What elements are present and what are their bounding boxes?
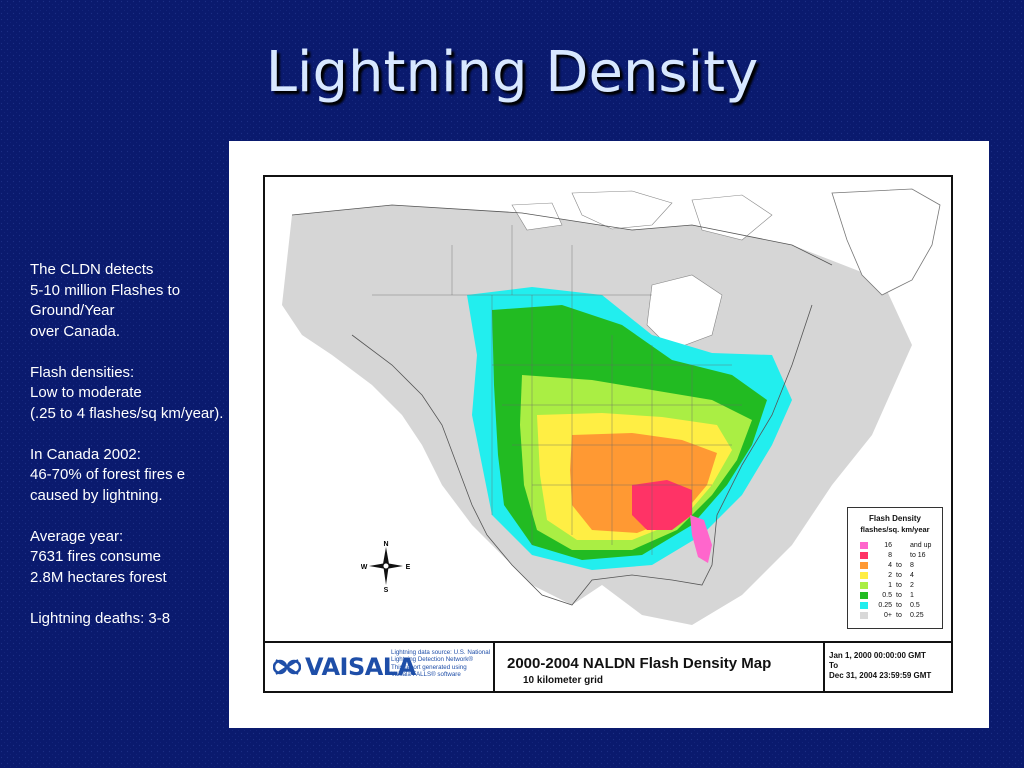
body-paragraph-deaths: Lightning deaths: 3-8 — [30, 609, 171, 627]
political-boundaries — [372, 225, 742, 555]
legend-to: to — [896, 572, 902, 579]
legend-high: and up — [910, 542, 932, 549]
legend-low: 8 — [888, 552, 892, 559]
legend-to: to — [896, 612, 902, 619]
map-date-range: Jan 1, 2000 00:00:00 GMT To Dec 31, 2004… — [829, 651, 931, 681]
legend-low: 0.5 — [882, 592, 892, 599]
legend-row: 4 to 8 — [860, 562, 940, 571]
legend-row: 0.25 to 0.5 — [860, 602, 940, 611]
legend-high: 2 — [910, 582, 914, 589]
legend-high: 8 — [910, 562, 914, 569]
coastline-outline — [291, 204, 833, 606]
legend-to: to — [896, 592, 902, 599]
map-footer: VAISALA Lightning data source: U.S. Nati… — [265, 641, 951, 691]
body-paragraph-cldn: The CLDN detects 5-10 million Flashes to… — [30, 261, 181, 340]
legend-low: 2 — [888, 572, 892, 579]
map-frame: Flash Density flashes/sq. km/year 16 and… — [263, 175, 953, 693]
hudson-bay-outline — [646, 274, 723, 351]
legend-high: to 16 — [910, 552, 926, 559]
vaisala-logo-icon — [273, 659, 301, 675]
legend-low: 1 — [888, 582, 892, 589]
legend-low: 16 — [884, 542, 892, 549]
florida-high-density — [690, 515, 712, 563]
vaisala-brand-text: VAISALA — [305, 653, 416, 681]
legend-high: 1 — [910, 592, 914, 599]
legend-swatch — [860, 562, 868, 569]
source-line: This report generated using — [391, 663, 467, 671]
compass-s: S — [384, 587, 389, 593]
legend-to: to — [896, 582, 902, 589]
legend-swatch — [860, 592, 868, 599]
body-paragraph-average-year: Average year: 7631 fires consume 2.8M he… — [30, 527, 167, 586]
source-line: Lightning data source: U.S. National — [391, 649, 491, 656]
legend-high: 4 — [910, 572, 914, 579]
body-paragraph-forest-fires: In Canada 2002: 46-70% of forest fires e… — [30, 445, 186, 504]
body-paragraph-densities: Flash densities: Low to moderate (.25 to… — [30, 363, 224, 422]
legend-title: Flash Density — [868, 514, 921, 523]
legend-row: 8 to 16 — [860, 552, 940, 561]
legend-swatch — [860, 572, 868, 579]
vaisala-logo-block: VAISALA Lightning data source: U.S. Nati… — [265, 643, 495, 691]
flash-density-legend: Flash Density flashes/sq. km/year 16 and… — [847, 507, 943, 629]
legend-high: 0.5 — [910, 602, 920, 609]
legend-high: 0.25 — [910, 612, 924, 619]
legend-low: 4 — [888, 562, 892, 569]
map-title: 2000-2004 NALDN Flash Density Map — [507, 655, 772, 672]
compass-rose-icon: N S E W — [361, 541, 411, 593]
legend-swatch — [860, 602, 868, 609]
source-line: Vaisala FALLS® software — [391, 671, 461, 679]
data-source-note: Lightning data source: U.S. National Lig… — [391, 649, 495, 679]
legend-subtitle: flashes/sq. km/year — [860, 525, 930, 534]
legend-row: 2 to 4 — [860, 572, 940, 581]
legend-low: 0+ — [884, 612, 892, 619]
slide-body-text: The CLDN detects 5-10 million Flashes to… — [30, 260, 226, 650]
map-subtitle: 10 kilometer grid — [523, 675, 604, 686]
date-start: Jan 1, 2000 00:00:00 GMT — [829, 651, 926, 660]
legend-to: to — [896, 562, 902, 569]
legend-row: 0.5 to 1 — [860, 592, 940, 601]
compass-e: E — [406, 564, 411, 571]
legend-row: 1 to 2 — [860, 582, 940, 591]
compass-n: N — [383, 541, 388, 548]
red-density-band — [632, 480, 692, 530]
legend-swatch — [860, 582, 868, 589]
legend-swatch — [860, 552, 868, 559]
legend-low: 0.25 — [878, 602, 892, 609]
north-america-flash-density-map — [272, 185, 944, 635]
date-end: Dec 31, 2004 23:59:59 GMT — [829, 671, 932, 680]
source-line: Lightning Detection Network® — [391, 656, 473, 664]
legend-row: 0+ to 0.25 — [860, 612, 940, 621]
map-title-block: 2000-2004 NALDN Flash Density Map 10 kil… — [495, 643, 825, 691]
legend-row: 16 and up — [860, 542, 940, 551]
date-to: To — [829, 661, 839, 670]
legend-swatch — [860, 612, 868, 619]
flash-density-figure: Flash Density flashes/sq. km/year 16 and… — [229, 141, 989, 728]
legend-swatch — [860, 542, 868, 549]
legend-to: to — [896, 602, 902, 609]
slide-title: Lightning Density — [265, 40, 759, 105]
greenland-outline — [831, 188, 941, 296]
compass-w: W — [361, 564, 368, 571]
